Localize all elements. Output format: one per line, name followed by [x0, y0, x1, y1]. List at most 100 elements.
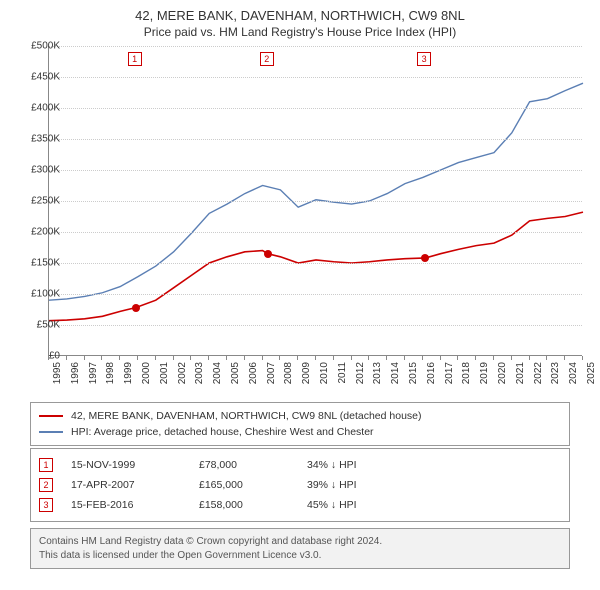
x-axis-label: 2007 — [266, 362, 277, 392]
x-tick — [48, 356, 49, 360]
x-tick — [101, 356, 102, 360]
x-tick — [404, 356, 405, 360]
y-axis-label: £400K — [16, 103, 60, 114]
transaction-price: £165,000 — [199, 479, 289, 491]
grid-line — [49, 170, 582, 171]
y-axis-label: £0 — [16, 351, 60, 362]
x-axis-label: 2009 — [301, 362, 312, 392]
x-tick — [315, 356, 316, 360]
x-axis-label: 1998 — [105, 362, 116, 392]
y-axis-label: £500K — [16, 41, 60, 52]
x-axis-label: 1999 — [123, 362, 134, 392]
x-tick — [475, 356, 476, 360]
x-tick — [66, 356, 67, 360]
y-axis-label: £100K — [16, 289, 60, 300]
x-axis-label: 1997 — [88, 362, 99, 392]
x-tick — [262, 356, 263, 360]
chart-container: 42, MERE BANK, DAVENHAM, NORTHWICH, CW9 … — [0, 0, 600, 590]
x-tick — [564, 356, 565, 360]
legend-swatch — [39, 431, 63, 433]
grid-line — [49, 46, 582, 47]
x-axis-label: 2003 — [194, 362, 205, 392]
x-axis-label: 1996 — [70, 362, 81, 392]
series-hpi — [49, 83, 583, 300]
title-sub: Price paid vs. HM Land Registry's House … — [0, 25, 600, 39]
footer-line-1: Contains HM Land Registry data © Crown c… — [39, 535, 561, 549]
y-axis-label: £300K — [16, 165, 60, 176]
x-axis-label: 2010 — [319, 362, 330, 392]
grid-line — [49, 232, 582, 233]
x-axis-label: 2001 — [159, 362, 170, 392]
grid-line — [49, 201, 582, 202]
transaction-date: 17-APR-2007 — [71, 479, 181, 491]
x-tick — [546, 356, 547, 360]
x-tick — [190, 356, 191, 360]
y-axis-label: £150K — [16, 258, 60, 269]
x-axis-label: 2020 — [497, 362, 508, 392]
transaction-row: 2 17-APR-2007 £165,000 39% ↓ HPI — [39, 475, 561, 495]
legend-box: 42, MERE BANK, DAVENHAM, NORTHWICH, CW9 … — [30, 402, 570, 446]
transaction-index: 1 — [39, 458, 53, 472]
y-axis-label: £250K — [16, 196, 60, 207]
marker-dot — [132, 304, 140, 312]
chart-plot-area — [48, 46, 582, 356]
transaction-delta: 39% ↓ HPI — [307, 479, 357, 491]
x-tick — [493, 356, 494, 360]
x-tick — [511, 356, 512, 360]
x-tick — [386, 356, 387, 360]
x-axis-label: 2014 — [390, 362, 401, 392]
x-axis-label: 2004 — [212, 362, 223, 392]
x-axis-label: 2005 — [230, 362, 241, 392]
x-axis-label: 2006 — [248, 362, 259, 392]
x-axis-label: 2015 — [408, 362, 419, 392]
footer-attribution: Contains HM Land Registry data © Crown c… — [30, 528, 570, 569]
x-tick — [440, 356, 441, 360]
legend-item: 42, MERE BANK, DAVENHAM, NORTHWICH, CW9 … — [39, 408, 561, 424]
transaction-index: 2 — [39, 478, 53, 492]
x-tick — [529, 356, 530, 360]
x-tick — [208, 356, 209, 360]
x-axis-label: 2017 — [444, 362, 455, 392]
x-axis-label: 2011 — [337, 362, 348, 392]
marker-dot — [264, 250, 272, 258]
marker-index-box: 3 — [417, 52, 431, 66]
transactions-box: 1 15-NOV-1999 £78,000 34% ↓ HPI 2 17-APR-2007… — [30, 448, 570, 522]
grid-line — [49, 77, 582, 78]
x-tick — [244, 356, 245, 360]
x-axis-label: 2025 — [586, 362, 597, 392]
x-tick — [297, 356, 298, 360]
transaction-date: 15-NOV-1999 — [71, 459, 181, 471]
x-axis-label: 2002 — [177, 362, 188, 392]
x-axis-label: 2012 — [355, 362, 366, 392]
x-axis-label: 2016 — [426, 362, 437, 392]
x-tick — [119, 356, 120, 360]
y-axis-label: £350K — [16, 134, 60, 145]
grid-line — [49, 263, 582, 264]
transaction-date: 15-FEB-2016 — [71, 499, 181, 511]
x-tick — [368, 356, 369, 360]
x-tick — [279, 356, 280, 360]
grid-line — [49, 325, 582, 326]
transaction-row: 315-FEB-2016£158,00045% ↓ HPI — [39, 495, 561, 515]
legend-item: HPI: Average price, detached house, Ches… — [39, 424, 561, 440]
y-axis-label: £200K — [16, 227, 60, 238]
x-tick — [457, 356, 458, 360]
x-axis-label: 2008 — [283, 362, 294, 392]
transaction-price: £158,000 — [199, 499, 289, 511]
title-main: 42, MERE BANK, DAVENHAM, NORTHWICH, CW9 … — [0, 8, 600, 23]
legend-label: HPI: Average price, detached house, Ches… — [71, 426, 374, 438]
x-axis-label: 1995 — [52, 362, 63, 392]
transaction-price: £78,000 — [199, 459, 289, 471]
x-tick — [137, 356, 138, 360]
x-tick — [422, 356, 423, 360]
marker-index-box: 1 — [128, 52, 142, 66]
title-block: 42, MERE BANK, DAVENHAM, NORTHWICH, CW9 … — [0, 0, 600, 43]
transaction-delta: 34% ↓ HPI — [307, 459, 357, 471]
x-axis-label: 2018 — [461, 362, 472, 392]
x-tick — [173, 356, 174, 360]
x-tick — [351, 356, 352, 360]
grid-line — [49, 139, 582, 140]
x-axis-label: 2021 — [515, 362, 526, 392]
marker-dot — [421, 254, 429, 262]
x-tick — [582, 356, 583, 360]
